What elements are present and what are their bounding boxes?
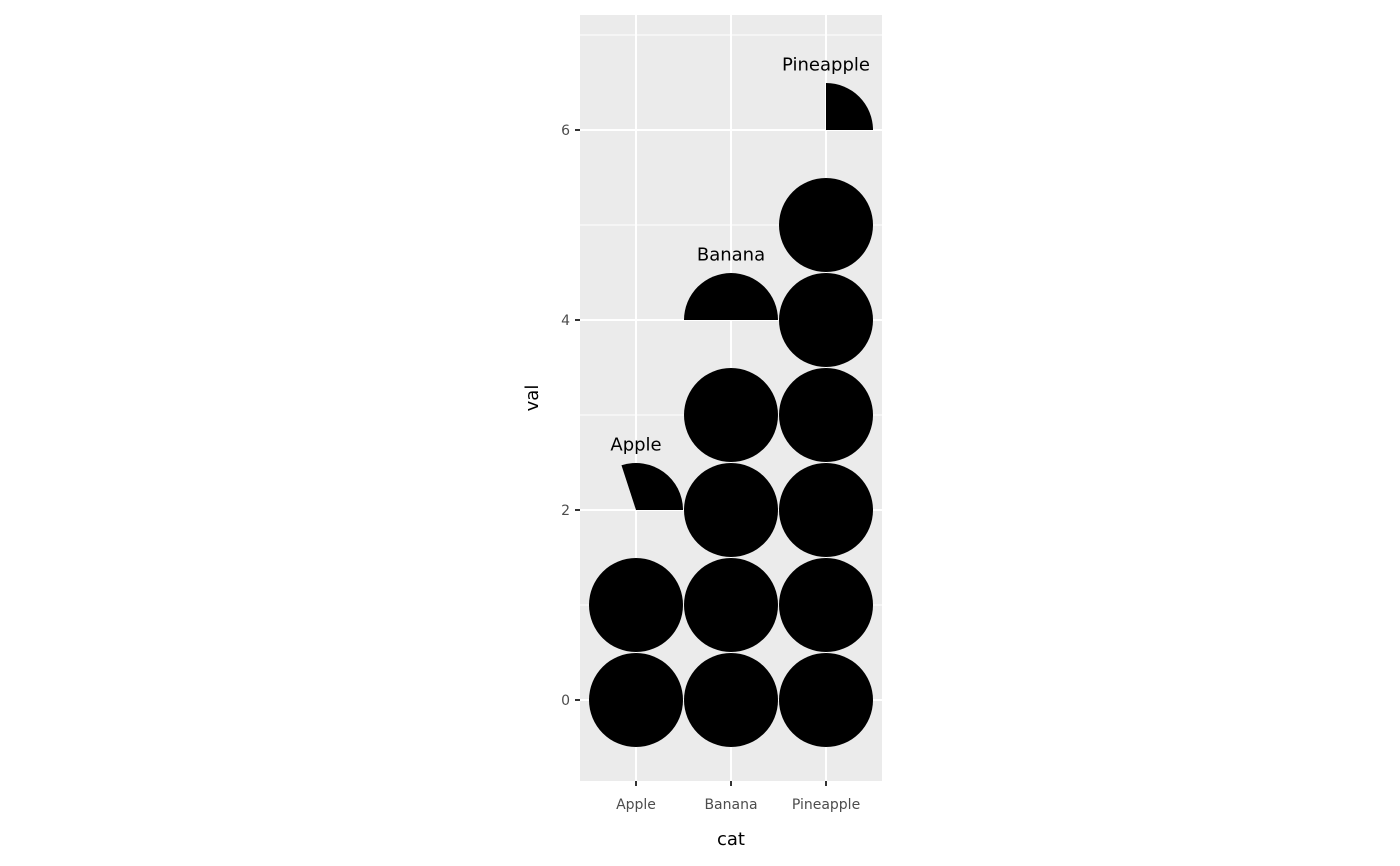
unit-circle-pineapple (779, 368, 873, 462)
unit-circle-banana (684, 558, 778, 652)
y-tick-label: 2 (561, 503, 570, 519)
unit-circle-pineapple (779, 273, 873, 367)
unit-circle-apple (589, 558, 683, 652)
x-axis: Apple Banana Pineapple (616, 781, 860, 813)
unit-circle-pineapple (779, 463, 873, 557)
unit-circle-banana (684, 368, 778, 462)
data-labels: Apple Banana Pineapple (610, 55, 870, 456)
y-axis-title: val (522, 385, 543, 412)
unit-circle-banana (684, 653, 778, 747)
y-tick-label: 4 (561, 313, 570, 329)
x-tick-label: Pineapple (792, 797, 860, 813)
unit-circle-pineapple (779, 653, 873, 747)
unit-circle-pineapple (779, 558, 873, 652)
data-label-pineapple: Pineapple (782, 55, 870, 76)
y-tick-label: 0 (561, 693, 570, 709)
unit-circle-apple (589, 653, 683, 747)
partial-slice-banana (684, 273, 778, 320)
marks (589, 83, 873, 747)
unit-circle-banana (684, 463, 778, 557)
data-label-banana: Banana (697, 245, 765, 266)
y-axis: 0 2 4 6 (561, 123, 580, 709)
unit-circle-pineapple (779, 178, 873, 272)
y-tick-label: 6 (561, 123, 570, 139)
x-tick-label: Apple (616, 797, 656, 813)
x-axis-title: cat (717, 829, 745, 850)
x-tick-label: Banana (704, 797, 757, 813)
partial-slice-pineapple (826, 83, 873, 130)
data-label-apple: Apple (610, 435, 661, 456)
partial-slice-apple (621, 463, 683, 510)
